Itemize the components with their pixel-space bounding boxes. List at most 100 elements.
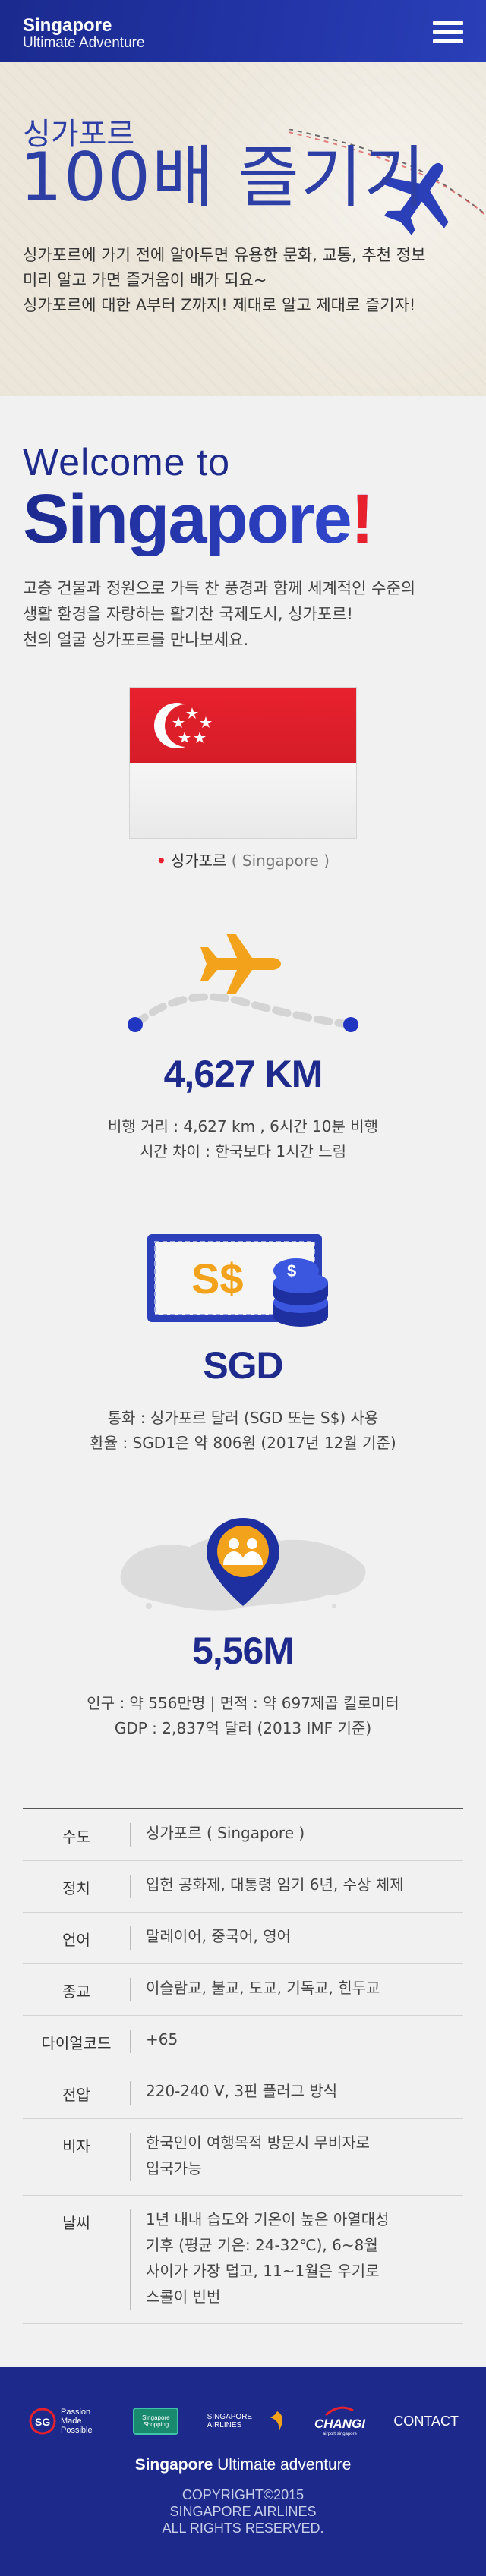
row-label: 언어 xyxy=(23,1926,131,1950)
site-header: Singapore Ultimate Adventure xyxy=(0,0,486,62)
row-value: 1년 내내 습도와 기온이 높은 아열대성 기후 (평균 기온: 24-32℃)… xyxy=(131,2206,390,2310)
hero-banner: 싱가포르 100배 즐기기 싱가포르에 가기 전에 알아두면 유용한 문화, 교… xyxy=(0,62,486,396)
changi-swoosh-icon xyxy=(325,2406,355,2417)
exchange-rate-text: 환율 : SGD1은 약 806원 (2017년 12월 기준) xyxy=(90,1434,396,1452)
row-value-line: 기후 (평균 기온: 24-32℃), 6~8월 xyxy=(146,2236,378,2254)
copyright-line: SINGAPORE AIRLINES xyxy=(169,2504,317,2519)
singapore-airlines-logo[interactable]: SINGAPORE AIRLINES xyxy=(207,2410,286,2433)
menu-icon[interactable] xyxy=(433,21,463,44)
table-row: 전압 220-240 V, 3핀 플러그 방식 xyxy=(23,2067,463,2119)
table-row: 종교 이슬람교, 불교, 도교, 기독교, 힌두교 xyxy=(23,1964,463,2016)
welcome-desc-line: 생활 환경을 자랑하는 활기찬 국제도시, 싱가포르! xyxy=(23,605,353,623)
row-value: 220-240 V, 3핀 플러그 방식 xyxy=(146,2082,338,2100)
crescent-stars-icon xyxy=(154,703,212,748)
population-value: 5,56M xyxy=(192,1630,295,1672)
contact-link[interactable]: CONTACT xyxy=(393,2413,459,2429)
basic-info-table: 수도 싱가포르 ( Singapore ) 정치 입헌 공화제, 대통령 임기 … xyxy=(23,1808,463,2324)
row-value: 싱가포르 ( Singapore ) xyxy=(146,1824,305,1842)
sia-bird-icon xyxy=(269,2411,282,2431)
flag-caption-en: ( Singapore ) xyxy=(231,852,330,870)
bullet-icon: • xyxy=(156,852,166,870)
currency-value: SGD xyxy=(203,1344,283,1387)
population-area-text: 인구 : 약 556만명 | 면적 : 약 697제곱 킬로미터 xyxy=(87,1694,399,1712)
time-difference-text: 시간 차이 : 한국보다 1시간 느림 xyxy=(139,1142,347,1160)
airplane-icon xyxy=(379,162,449,235)
welcome-section: Welcome to Singapore! 고층 건물과 정원으로 가득 찬 풍… xyxy=(23,440,463,653)
welcome-description: 고층 건물과 정원으로 가득 찬 풍경과 함께 세계적인 수준의 생활 환경을 … xyxy=(23,575,463,653)
row-label: 전압 xyxy=(23,2081,131,2105)
table-row: 수도 싱가포르 ( Singapore ) xyxy=(23,1809,463,1861)
population-section: 5,56M 인구 : 약 556만명 | 면적 : 약 697제곱 킬로미터 G… xyxy=(0,1510,486,1741)
row-value-line: 1년 내내 습도와 기온이 높은 아열대성 xyxy=(146,2210,390,2228)
copyright-line: COPYRIGHT©2015 xyxy=(181,2487,305,2502)
row-value: 입헌 공화제, 대통령 임기 6년, 수상 체제 xyxy=(146,1875,404,1894)
table-row: 다이얼코드 +65 xyxy=(23,2016,463,2067)
footer-brand: Singapore Ultimate adventure xyxy=(0,2456,486,2474)
currency-details: 통화 : 싱가포르 달러 (SGD 또는 S$) 사용 환율 : SGD1은 약… xyxy=(0,1406,486,1456)
hero-title-small: 싱가포르 xyxy=(23,117,135,152)
partner-name: Passion Made Possible xyxy=(61,2408,93,2435)
row-value-line: 사이가 가장 덥고, 11~1월은 우기로 xyxy=(146,2262,380,2280)
svg-text:$: $ xyxy=(287,1261,296,1280)
singapore-word: Singapore xyxy=(23,480,351,558)
changi-subtitle: airport singapore xyxy=(322,2432,357,2436)
row-value-line: 입국가능 xyxy=(146,2159,202,2178)
brand-logo[interactable]: Singapore xyxy=(23,15,112,36)
row-value-line: 한국인이 여행목적 방문시 무비자로 xyxy=(146,2134,371,2152)
sg-badge-icon: SG xyxy=(29,2408,56,2435)
changi-logo[interactable]: CHANGI airport singapore xyxy=(314,2406,365,2436)
footer-brand-rest: Ultimate adventure xyxy=(217,2456,352,2474)
partner-logos: SG Passion Made Possible Singapore Shopp… xyxy=(0,2367,486,2436)
singapore-heading: Singapore! xyxy=(23,483,463,556)
table-row: 정치 입헌 공화제, 대통령 임기 6년, 수상 체제 xyxy=(23,1861,463,1913)
flight-distance-text: 비행 거리 : 4,627 km , 6시간 10분 비행 xyxy=(107,1117,379,1135)
hero-desc-line: 미리 알고 가면 즐거움이 배가 되요~ xyxy=(23,271,267,289)
distance-details: 비행 거리 : 4,627 km , 6시간 10분 비행 시간 차이 : 한국… xyxy=(0,1114,486,1164)
currency-icon: S$ $ xyxy=(147,1234,328,1327)
population-details: 인구 : 약 556만명 | 면적 : 약 697제곱 킬로미터 GDP : 2… xyxy=(0,1691,486,1741)
table-row: 비자 한국인이 여행목적 방문시 무비자로 입국가능 xyxy=(23,2119,463,2196)
welcome-desc-line: 고층 건물과 정원으로 가득 찬 풍경과 함께 세계적인 수준의 xyxy=(23,579,416,597)
map-population-icon xyxy=(120,1518,366,1611)
row-label: 수도 xyxy=(23,1823,131,1847)
currency-icon-text: S$ xyxy=(191,1255,244,1302)
table-row: 날씨 1년 내내 습도와 기온이 높은 아열대성 기후 (평균 기온: 24-3… xyxy=(23,2196,463,2324)
row-label: 비자 xyxy=(23,2133,131,2181)
welcome-desc-line: 천의 얼굴 싱가포르를 만나보세요. xyxy=(23,631,249,649)
singapore-shopping-logo[interactable]: Singapore Shopping xyxy=(133,2408,179,2435)
hero-desc-line: 싱가포르에 대한 A부터 Z까지! 제대로 알고 제대로 즐기자! xyxy=(23,296,416,314)
flag-caption: • 싱가포르 ( Singapore ) xyxy=(0,849,486,871)
row-value: 한국인이 여행목적 방문시 무비자로 입국가능 xyxy=(131,2130,370,2181)
hero-title: 100배 즐기기 xyxy=(20,138,427,216)
partner-name: Singapore Shopping xyxy=(133,2408,179,2435)
row-value-line: 스콜이 빈번 xyxy=(146,2288,221,2306)
gdp-text: GDP : 2,837억 달러 (2013 IMF 기준) xyxy=(114,1719,372,1737)
copyright-line: ALL RIGHTS RESERVED. xyxy=(162,2521,324,2536)
row-label: 정치 xyxy=(23,1875,131,1898)
row-value: 이슬람교, 불교, 도교, 기독교, 힌두교 xyxy=(146,1979,380,1997)
distance-value: 4,627 KM xyxy=(163,1053,323,1095)
table-row: 언어 말레이어, 중국어, 영어 xyxy=(23,1913,463,1964)
passion-made-possible-logo[interactable]: SG Passion Made Possible xyxy=(29,2408,105,2435)
flight-route-icon xyxy=(128,934,358,1032)
welcome-to-heading: Welcome to xyxy=(23,441,231,483)
site-footer: SG Passion Made Possible Singapore Shopp… xyxy=(0,2367,486,2576)
currency-section: S$ $ SGD 통화 : 싱가포르 달러 (SGD 또는 S$) 사용 환율 … xyxy=(0,1230,486,1456)
exclamation-mark: ! xyxy=(350,480,374,558)
hero-description: 싱가포르에 가기 전에 알아두면 유용한 문화, 교통, 추천 정보 미리 알고… xyxy=(23,243,471,318)
row-value: +65 xyxy=(146,2030,178,2049)
copyright: COPYRIGHT©2015 SINGAPORE AIRLINES ALL RI… xyxy=(0,2486,486,2537)
brand-tagline: Ultimate Adventure xyxy=(23,35,145,51)
partner-name: SINGAPORE AIRLINES xyxy=(207,2413,253,2430)
sg-badge-text: SG xyxy=(35,2416,50,2428)
flag-caption-ko: 싱가포르 xyxy=(170,852,227,870)
currency-text: 통화 : 싱가포르 달러 (SGD 또는 S$) 사용 xyxy=(107,1409,379,1427)
partner-name: CHANGI xyxy=(314,2417,365,2431)
row-label: 종교 xyxy=(23,1978,131,2001)
hero-desc-line: 싱가포르에 가기 전에 알아두면 유용한 문화, 교통, 추천 정보 xyxy=(23,246,426,264)
row-label: 날씨 xyxy=(23,2209,131,2310)
singapore-flag xyxy=(129,687,357,839)
row-value: 말레이어, 중국어, 영어 xyxy=(146,1927,292,1945)
row-label: 다이얼코드 xyxy=(23,2030,131,2053)
